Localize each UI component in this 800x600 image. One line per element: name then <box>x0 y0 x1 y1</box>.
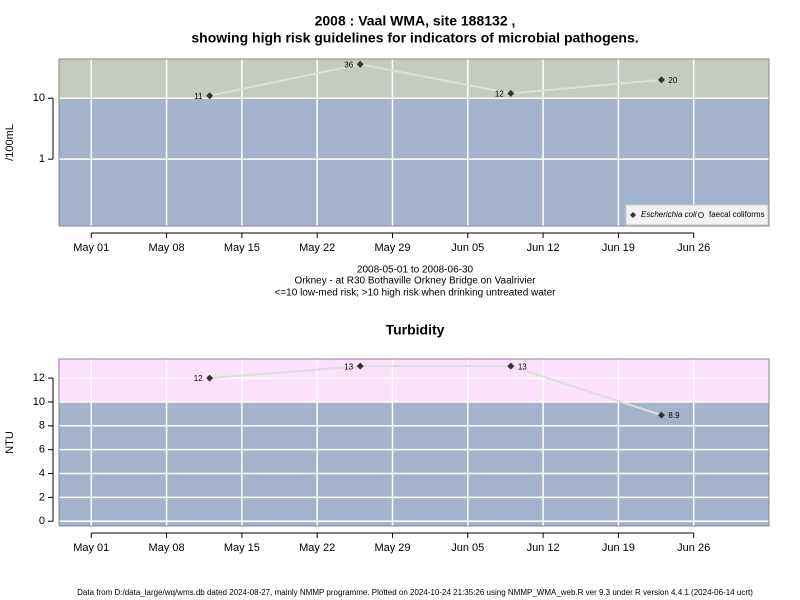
y-tick-label: 10 <box>33 396 45 408</box>
plot-frame <box>58 358 770 527</box>
x-tick-label: May 29 <box>374 242 410 254</box>
x-tick-label: May 15 <box>224 242 260 254</box>
data-label: 12 <box>194 374 203 383</box>
series-line <box>209 365 662 417</box>
low-risk-band <box>59 401 769 526</box>
x-tick-label: May 29 <box>374 542 410 554</box>
chart-title: Turbidity <box>386 322 445 338</box>
high-risk-band <box>59 59 769 99</box>
annotation: Orkney - at R30 Bothaville Orkney Bridge… <box>294 276 536 287</box>
y-tick-label: 10 <box>33 92 45 104</box>
data-label: 13 <box>518 362 527 371</box>
data-point <box>507 89 515 97</box>
x-tick-label: May 08 <box>149 242 185 254</box>
data-label: 20 <box>668 76 677 85</box>
y-axis-title: /100mL <box>4 124 16 161</box>
data-label: 13 <box>344 362 353 371</box>
series-line <box>209 63 662 97</box>
y-axis-title: NTU <box>4 431 16 454</box>
x-tick-label: May 15 <box>224 542 260 554</box>
x-tick-label: Jun 05 <box>451 542 484 554</box>
footer: Data from D:/data_large/wq/wms.db dated … <box>77 588 753 597</box>
x-tick-label: Jun 12 <box>527 242 560 254</box>
y-tick-label: 8 <box>39 420 45 432</box>
legend-box <box>625 204 769 226</box>
x-tick-label: Jun 12 <box>527 542 560 554</box>
data-point <box>356 60 364 68</box>
y-tick-label: 2 <box>39 491 45 503</box>
x-tick-label: Jun 26 <box>677 542 710 554</box>
annotation: <=10 low-med risk; >10 high risk when dr… <box>275 288 557 299</box>
legend-marker <box>630 212 636 218</box>
data-point <box>356 362 364 370</box>
data-point <box>206 92 214 100</box>
x-tick-label: Jun 05 <box>451 242 484 254</box>
data-point <box>657 76 665 84</box>
data-point <box>657 411 665 419</box>
x-tick-label: May 22 <box>299 242 335 254</box>
data-label: 8.9 <box>668 411 680 420</box>
y-tick-label: 6 <box>39 444 45 456</box>
y-tick-label: 4 <box>39 467 45 479</box>
x-tick-label: Jun 19 <box>602 542 635 554</box>
data-label: 12 <box>495 89 504 98</box>
y-tick-label: 12 <box>33 372 45 384</box>
y-tick-label: 1 <box>39 153 45 165</box>
x-tick-label: Jun 19 <box>602 242 635 254</box>
x-tick-label: May 08 <box>149 542 185 554</box>
x-tick-label: May 22 <box>299 542 335 554</box>
chart-title: 2008 : Vaal WMA, site 188132 , <box>315 13 516 29</box>
data-label: 11 <box>194 92 203 101</box>
plot-frame <box>58 58 770 227</box>
legend-label: faecal coliforms <box>709 210 765 219</box>
data-label: 36 <box>344 60 353 69</box>
x-tick-label: May 01 <box>73 542 109 554</box>
legend-marker <box>698 212 704 218</box>
data-point <box>507 362 515 370</box>
y-tick-label: 0 <box>39 515 45 527</box>
x-tick-label: May 01 <box>73 242 109 254</box>
x-tick-label: Jun 26 <box>677 242 710 254</box>
legend-label: Escherichia coli <box>641 210 697 219</box>
annotation: 2008-05-01 to 2008-06-30 <box>357 265 474 276</box>
chart-title: showing high risk guidelines for indicat… <box>191 30 638 46</box>
data-point <box>206 374 214 382</box>
